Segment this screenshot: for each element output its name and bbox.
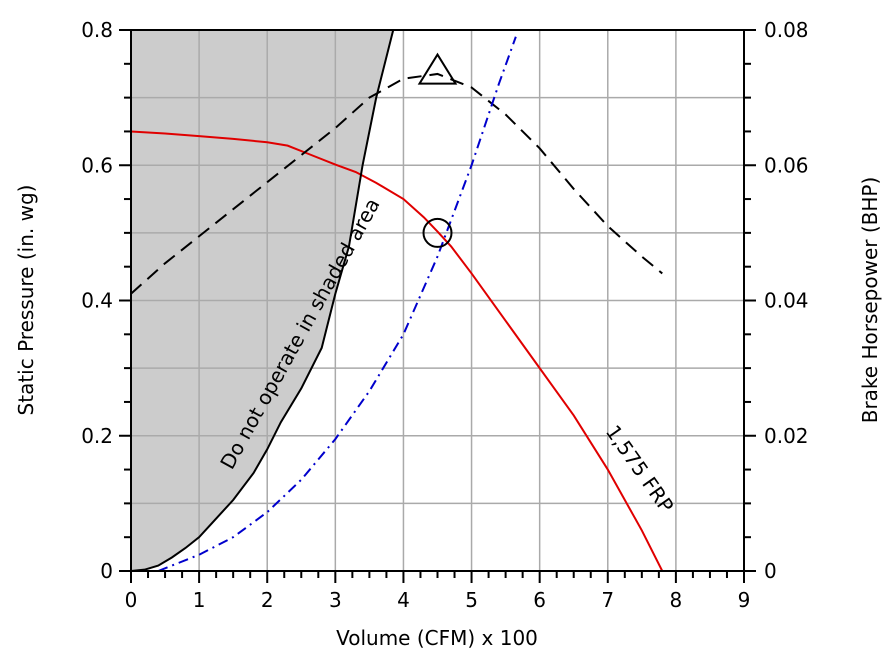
y-right-tick-label: 0.08 [764,18,809,42]
x-tick-label: 7 [601,588,614,612]
operating-point-circle [422,217,453,248]
y-left-tick-label: 0.4 [81,289,113,313]
x-tick-label: 4 [397,588,410,612]
series-line-1 [131,72,663,295]
y-left-tick-label: 0 [100,559,113,583]
y-left-tick-label: 0.2 [81,424,113,448]
y-axis-right-label: Brake Horsepower (BHP) [858,177,882,424]
x-tick-label: 9 [738,588,751,612]
y-right-tick-label: 0.04 [764,289,809,313]
series-line-3 [131,30,395,571]
x-tick-label: 5 [465,588,478,612]
x-tick-label: 1 [193,588,206,612]
y-axis-left-label: Static Pressure (in. wg) [14,185,38,416]
series-line-2 [157,36,517,571]
y-left-tick-label: 0.8 [81,18,113,42]
y-right-tick-label: 0.06 [764,153,809,177]
y-right-tick-label: 0 [764,559,777,583]
peak-power-triangle [417,52,458,85]
series-line-0 [131,130,664,571]
x-axis-label: Volume (CFM) x 100 [336,626,538,650]
x-tick-label: 0 [125,588,138,612]
x-tick-label: 8 [670,588,683,612]
x-tick-label: 3 [329,588,342,612]
y-right-tick-label: 0.02 [764,424,809,448]
x-tick-label: 2 [261,588,274,612]
x-tick-label: 6 [533,588,546,612]
y-left-tick-label: 0.6 [81,153,113,177]
